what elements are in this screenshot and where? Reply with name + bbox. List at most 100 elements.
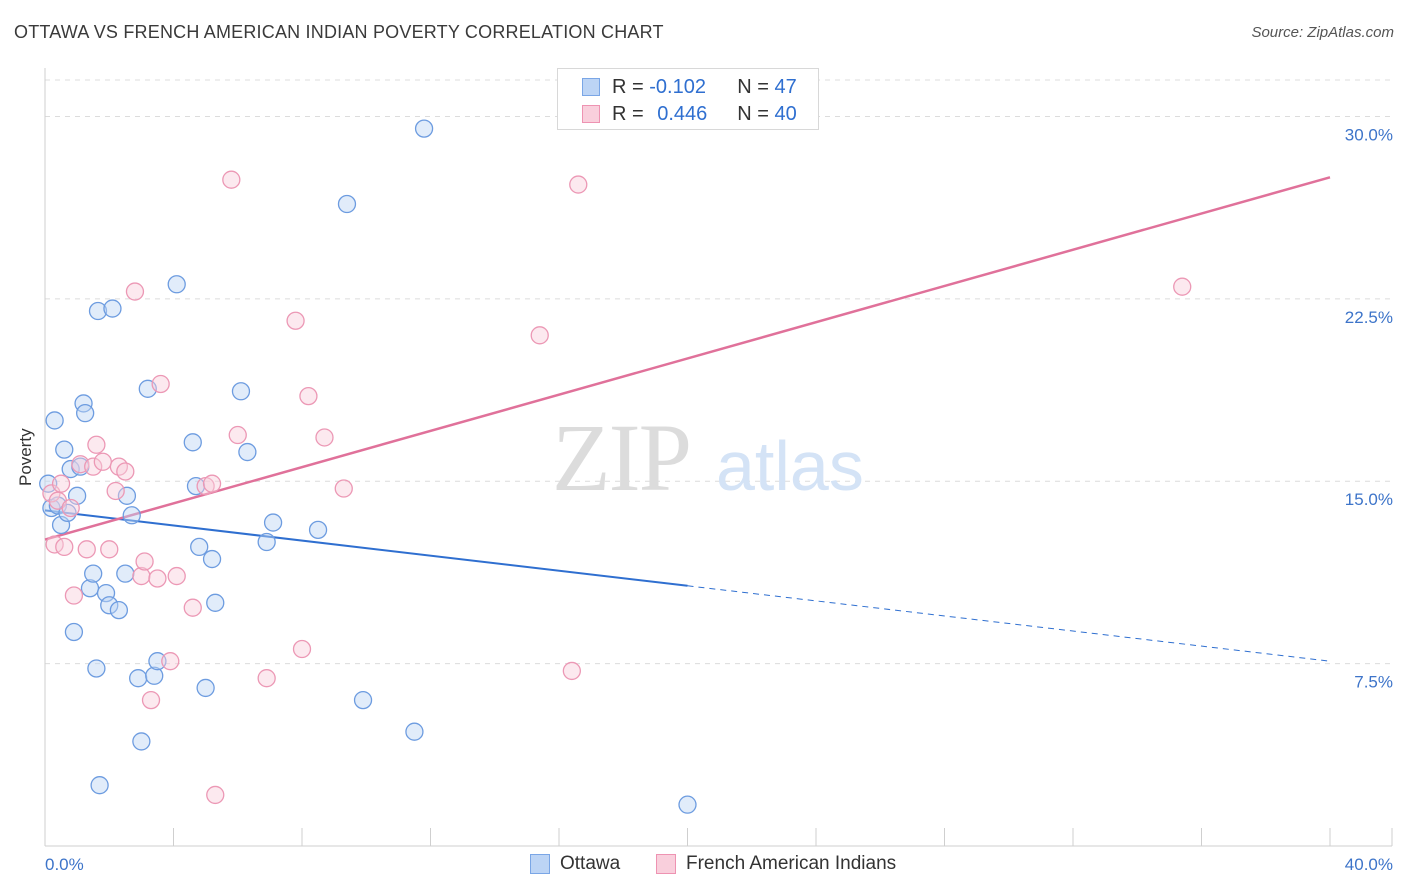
data-point-ottawa <box>39 474 58 493</box>
data-point-ottawa <box>238 442 257 462</box>
series-legend-label-french-american-indians: French American Indians <box>686 853 897 874</box>
watermark-zip: ZIP <box>552 404 690 511</box>
data-point-ottawa <box>55 440 74 459</box>
data-point-ottawa <box>117 486 137 505</box>
data-point-ottawa <box>87 659 106 678</box>
legend-r-value-french-american-indians: 0.446 <box>657 102 708 125</box>
data-points <box>39 119 1192 814</box>
data-point-french-american-indians <box>183 598 202 617</box>
data-point-ottawa <box>337 194 357 214</box>
x-tick-label: 0.0% <box>45 855 84 874</box>
data-point-ottawa <box>196 678 215 698</box>
data-point-french-american-indians <box>167 566 186 586</box>
data-point-french-american-indians <box>93 452 112 471</box>
y-tick-label: 30.0% <box>1345 125 1393 144</box>
series-legend-ottawa[interactable]: Ottawa <box>530 852 620 876</box>
y-tick-label: 22.5% <box>1345 308 1393 327</box>
data-point-french-american-indians <box>61 498 80 518</box>
data-point-ottawa <box>88 301 108 321</box>
legend-row-french-american-indians: R = 0.446 N = 40 <box>582 100 797 128</box>
legend-n-value-ottawa: 47 <box>774 75 797 98</box>
correlation-legend: R = -0.102 N = 47 R = 0.446 N = 40 <box>557 68 819 130</box>
data-point-french-american-indians <box>141 690 161 710</box>
data-point-ottawa <box>132 732 151 751</box>
data-point-french-american-indians <box>42 484 61 503</box>
data-point-ottawa <box>122 506 141 525</box>
data-point-french-american-indians <box>569 175 588 194</box>
series-legend-swatch-french-american-indians <box>656 854 676 874</box>
legend-swatch-french-american-indians <box>582 105 600 123</box>
trend-line-ottawa-extension <box>687 585 1331 662</box>
watermark: ZIP atlas <box>552 404 864 511</box>
data-point-ottawa <box>678 795 697 814</box>
y-tick-label: 7.5% <box>1354 673 1393 692</box>
data-point-french-american-indians <box>84 457 103 476</box>
data-point-ottawa <box>405 722 424 741</box>
data-point-ottawa <box>109 600 129 620</box>
legend-row-ottawa: R = -0.102 N = 47 <box>582 73 797 101</box>
data-point-french-american-indians <box>106 481 125 501</box>
legend-n-label: N = <box>737 75 769 98</box>
watermark-atlas: atlas <box>716 427 864 505</box>
data-point-french-american-indians <box>228 425 247 445</box>
data-point-french-american-indians <box>77 540 96 559</box>
axes <box>44 68 1393 847</box>
data-point-french-american-indians <box>286 311 305 330</box>
data-point-ottawa <box>202 549 222 569</box>
legend-n-value-french-american-indians: 40 <box>774 102 797 125</box>
data-point-ottawa <box>90 776 109 795</box>
data-point-french-american-indians <box>151 374 170 394</box>
data-point-ottawa <box>45 411 64 430</box>
legend-r-label: R = <box>612 75 644 98</box>
data-point-french-american-indians <box>125 282 145 301</box>
data-point-ottawa <box>116 564 135 583</box>
data-point-ottawa <box>231 382 251 401</box>
source-credit: Source: ZipAtlas.com <box>1251 24 1394 41</box>
data-point-french-american-indians <box>87 435 106 454</box>
data-point-french-american-indians <box>257 669 276 688</box>
data-point-french-american-indians <box>530 326 549 345</box>
data-point-french-american-indians <box>55 537 74 557</box>
data-point-ottawa <box>263 513 283 532</box>
legend-n-label: N = <box>737 102 769 125</box>
grid-lines <box>45 79 1392 665</box>
trend-lines <box>44 176 1331 662</box>
data-point-french-american-indians <box>206 785 225 805</box>
data-point-ottawa <box>190 537 209 557</box>
legend-r-value-ottawa: -0.102 <box>649 75 706 98</box>
series-legend-label-ottawa: Ottawa <box>560 853 621 874</box>
data-point-french-american-indians <box>148 569 167 588</box>
data-point-ottawa <box>84 564 103 583</box>
data-point-french-american-indians <box>334 479 353 498</box>
series-legend-french-american-indians[interactable]: French American Indians <box>656 852 896 876</box>
data-point-french-american-indians <box>135 552 154 571</box>
series-legend-swatch-ottawa <box>530 854 550 874</box>
data-point-ottawa <box>103 299 122 318</box>
tick-labels: 7.5% 15.0% 22.5% 30.0% 0.0% 40.0% <box>45 125 1393 874</box>
x-tick-label: 40.0% <box>1345 855 1393 874</box>
data-point-ottawa <box>183 433 202 452</box>
chart-title: OTTAWA VS FRENCH AMERICAN INDIAN POVERTY… <box>14 22 664 42</box>
data-point-ottawa <box>414 119 434 138</box>
data-point-ottawa <box>58 503 77 523</box>
data-point-ottawa <box>148 652 167 671</box>
data-point-ottawa <box>64 622 84 642</box>
data-point-ottawa <box>308 520 328 540</box>
data-point-french-american-indians <box>299 386 318 406</box>
data-point-ottawa <box>257 532 276 552</box>
trend-line-french-american-indians <box>44 176 1331 541</box>
data-point-ottawa <box>100 596 119 615</box>
data-point-ottawa <box>167 275 186 294</box>
data-point-french-american-indians <box>64 586 84 605</box>
data-point-french-american-indians <box>100 540 119 559</box>
data-point-french-american-indians <box>161 652 180 671</box>
data-point-french-american-indians <box>222 170 241 189</box>
data-point-french-american-indians <box>562 661 581 681</box>
data-point-ottawa <box>145 666 164 685</box>
data-point-ottawa <box>76 403 95 423</box>
data-point-french-american-indians <box>315 428 334 447</box>
data-point-ottawa <box>206 593 225 612</box>
y-tick-label: 15.0% <box>1345 490 1393 509</box>
legend-swatch-ottawa <box>582 78 600 96</box>
